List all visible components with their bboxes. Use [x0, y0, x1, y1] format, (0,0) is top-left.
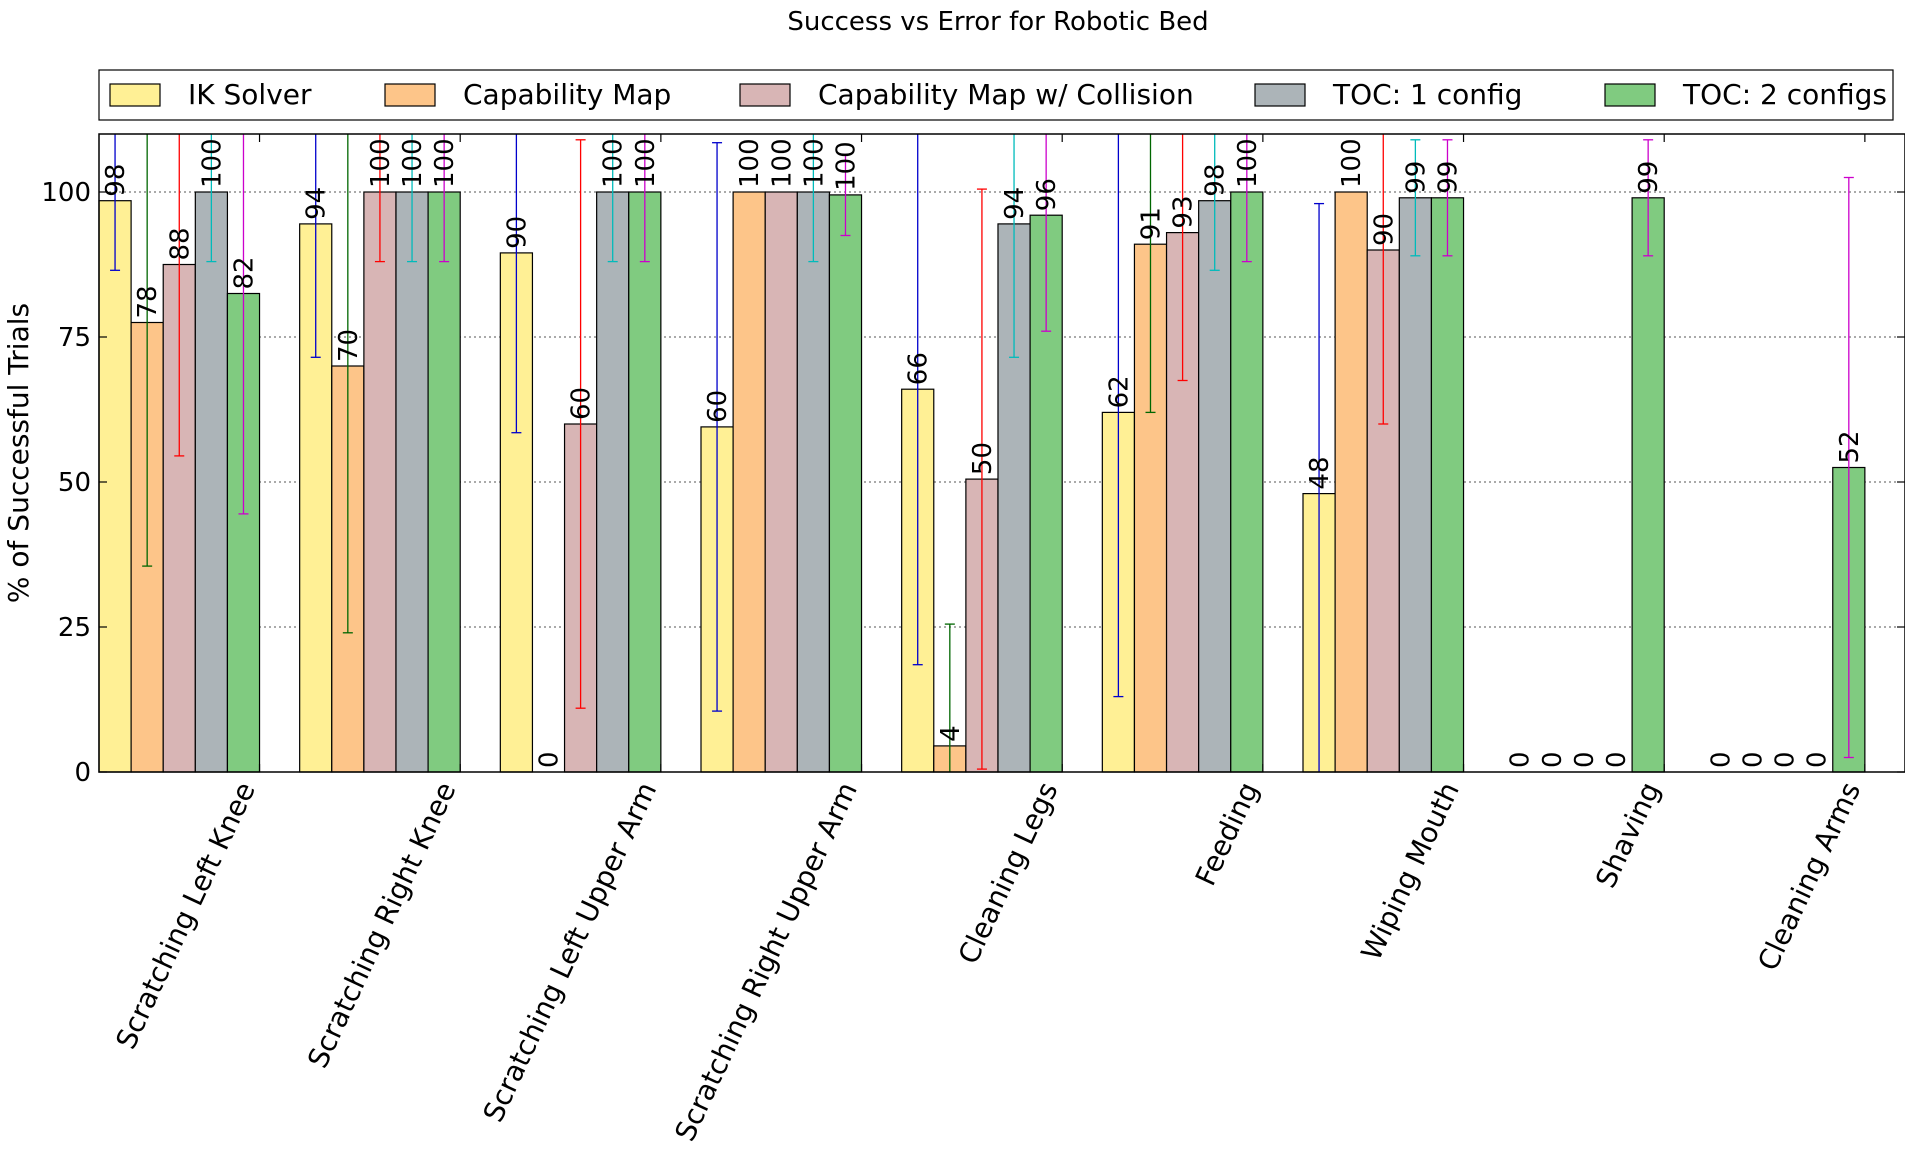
legend-label: TOC: 2 configs [1682, 78, 1887, 111]
value-label: 100 [599, 138, 629, 188]
y-tick-label: 100 [41, 178, 91, 208]
legend-label: Capability Map [463, 78, 671, 111]
value-label: 0 [1538, 751, 1568, 768]
x-tick-label: Scratching Left Upper Arm [477, 777, 664, 1127]
bar [363, 191, 397, 773]
legend-swatch [739, 83, 791, 107]
y-tick-label: 25 [58, 613, 91, 643]
value-label: 99 [1433, 161, 1463, 194]
value-label: 70 [334, 329, 364, 362]
bar [628, 191, 662, 773]
bar [1230, 191, 1264, 773]
bar [828, 194, 863, 773]
value-label: 100 [767, 138, 797, 188]
value-label: 99 [1634, 161, 1664, 194]
value-label: 0 [1706, 751, 1736, 768]
value-label: 90 [1369, 213, 1399, 246]
value-label: 0 [1771, 751, 1801, 768]
bar [1398, 197, 1433, 773]
legend-label: Capability Map w/ Collision [818, 78, 1194, 111]
value-label: 96 [1032, 178, 1062, 211]
value-label: 0 [534, 751, 564, 768]
value-label: 100 [366, 138, 396, 188]
legend-swatch [109, 83, 161, 107]
value-label: 93 [1169, 196, 1199, 229]
x-tick-label: Scratching Right Upper Arm [668, 777, 864, 1146]
value-label: 94 [302, 187, 332, 220]
value-label: 78 [133, 285, 163, 318]
value-label: 100 [631, 138, 661, 188]
value-label: 0 [1506, 751, 1536, 768]
value-label: 100 [735, 138, 765, 188]
bar [1430, 197, 1465, 773]
bar [796, 191, 831, 773]
value-label: 100 [1233, 138, 1263, 188]
legend-swatch [384, 83, 436, 107]
bar [395, 191, 429, 773]
value-label: 90 [502, 216, 532, 249]
bar [1334, 191, 1368, 773]
value-label: 60 [567, 387, 597, 420]
bar [98, 200, 132, 773]
chart-title: Success vs Error for Robotic Bed [787, 7, 1208, 37]
y-axis-title: % of Successful Trials [2, 303, 35, 603]
value-label: 100 [398, 138, 428, 188]
value-label: 60 [703, 390, 733, 423]
value-label: 100 [831, 141, 861, 191]
value-label: 94 [1000, 187, 1030, 220]
plot-frame [98, 133, 1905, 773]
value-label: 91 [1136, 207, 1166, 240]
y-axis: 0 25 50 75 100 [41, 178, 1905, 788]
legend: IK Solver Capability Map Capability Map w/… [98, 69, 1894, 121]
value-label: 48 [1305, 457, 1335, 490]
x-tick-label: Feeding [1189, 777, 1265, 891]
legend-label: TOC: 1 config [1332, 78, 1522, 111]
x-tick-label: Wiping Mouth [1355, 777, 1466, 965]
x-tick-label: Cleaning Legs [952, 777, 1065, 969]
y-tick-label: 75 [58, 323, 91, 353]
bar [764, 191, 798, 773]
bar [1631, 197, 1665, 773]
value-label: 52 [1835, 430, 1865, 463]
value-label: 62 [1104, 375, 1134, 408]
value-label: 98 [101, 164, 131, 197]
value-label: 50 [968, 442, 998, 475]
x-tick-label: Shaving [1589, 777, 1666, 893]
value-label: 98 [1201, 164, 1231, 197]
x-tick-label: Scratching Right Knee [301, 777, 462, 1073]
value-label: 0 [1738, 751, 1768, 768]
bar [732, 191, 766, 773]
value-label: 100 [197, 138, 227, 188]
value-label: 4 [936, 725, 966, 742]
y-tick-label: 0 [74, 758, 91, 788]
bar [427, 191, 461, 773]
value-label: 100 [430, 138, 460, 188]
legend-label: IK Solver [188, 78, 312, 111]
value-label: 0 [1602, 751, 1632, 768]
x-tick-label: Scratching Left Knee [109, 777, 262, 1054]
legend-swatch [1604, 83, 1656, 107]
legend-swatch [1254, 83, 1306, 107]
value-label: 100 [1337, 138, 1367, 188]
value-label: 100 [799, 138, 829, 188]
value-label: 82 [229, 256, 259, 289]
bar [194, 191, 229, 773]
y-tick-label: 50 [58, 468, 91, 498]
error-bars [110, 134, 1854, 772]
value-label: 99 [1401, 161, 1431, 194]
bar [1198, 200, 1232, 773]
value-label: 0 [1570, 751, 1600, 768]
bar [596, 191, 630, 773]
value-label: 88 [165, 227, 195, 260]
x-tick-label: Cleaning Arms [1751, 777, 1867, 976]
value-label: 66 [904, 352, 934, 385]
value-label: 0 [1803, 751, 1833, 768]
